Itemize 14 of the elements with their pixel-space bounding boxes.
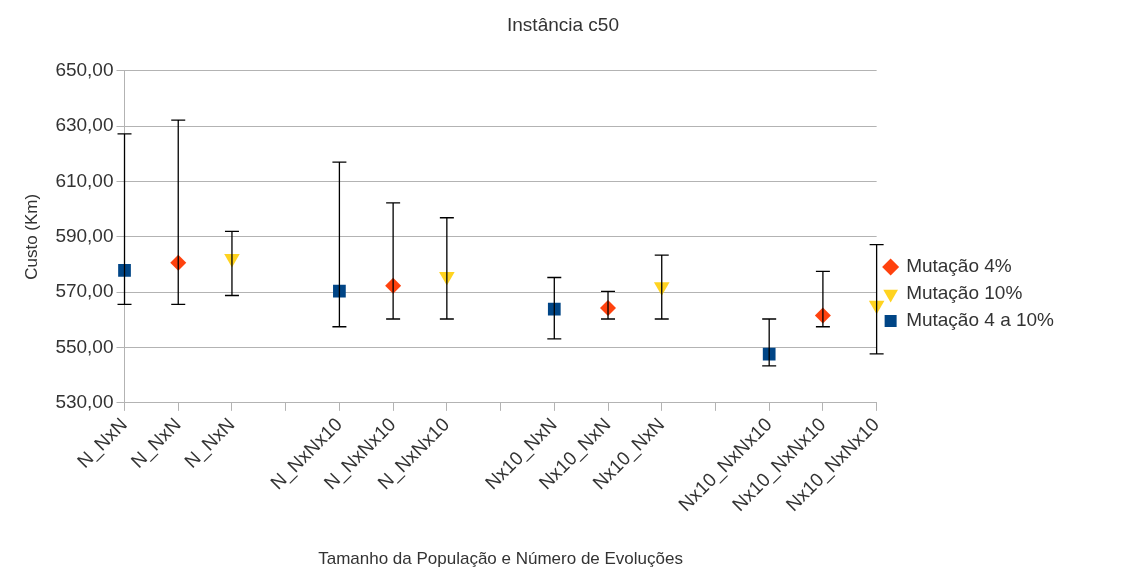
point (762, 347, 776, 361)
y-tick-label: 570,00 (55, 280, 114, 302)
chart-title: Instância c50 (507, 13, 619, 35)
y-tick-label: 530,00 (55, 391, 114, 413)
legend-label: Mutação 10% (906, 282, 1023, 304)
legend-label: Mutação 4% (906, 255, 1012, 277)
y-tick-label: 610,00 (55, 169, 114, 191)
y-tick-label: 590,00 (55, 225, 114, 247)
y-tick-label: 650,00 (55, 59, 114, 81)
legend-label: Mutação 4 a 10% (906, 309, 1055, 331)
y-tick-label: 630,00 (55, 114, 114, 136)
x-axis-title: Tamanho da População e Número de Evoluções (318, 549, 683, 569)
y-axis-title: Custo (Km) (21, 193, 41, 280)
y-tick-label: 550,00 (55, 335, 114, 357)
